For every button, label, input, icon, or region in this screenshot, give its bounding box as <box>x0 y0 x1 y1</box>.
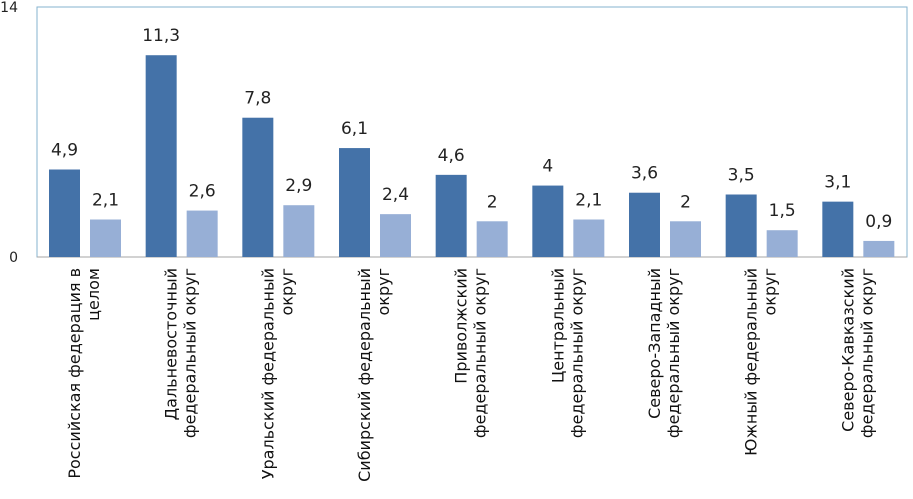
x-category-label: Центральный федеральный округ <box>548 268 586 438</box>
x-category-label-line: Дальневосточный <box>162 268 181 420</box>
bar-series-2 <box>186 210 218 257</box>
y-tick-label: 14 <box>0 0 18 16</box>
y-tick-label: 0 <box>9 250 18 266</box>
bar-data-label: 11,3 <box>142 26 180 46</box>
bar-series-1 <box>532 185 564 257</box>
x-category-label: Уральский федеральный округ <box>258 268 296 479</box>
bar-data-label: 2,4 <box>382 185 409 205</box>
bar-data-label: 2 <box>680 192 691 212</box>
bar-series-1 <box>242 117 274 257</box>
x-category-label-line: федеральный округ <box>181 268 200 438</box>
x-category-label-line: федеральный округ <box>664 268 683 438</box>
bar-data-label: 0,9 <box>865 212 892 232</box>
x-category-label-line: Приволжский <box>452 268 471 384</box>
x-category-label-line: Южный федеральный <box>742 268 761 456</box>
bar-data-label: 3,5 <box>728 166 755 186</box>
x-category-label: Приволжский федеральный округ <box>452 268 490 438</box>
bar-data-label: 4 <box>542 157 553 177</box>
bar-series-2 <box>283 205 315 257</box>
x-category-label-line: федеральный округ <box>857 268 876 438</box>
bar-series-1 <box>725 194 757 257</box>
x-category-label-line: Уральский федеральный <box>258 268 277 479</box>
bar-data-label: 2,6 <box>189 182 216 202</box>
x-category-label-line: целом <box>84 268 103 321</box>
x-category-label-line: федеральный округ <box>471 268 490 438</box>
x-category-label-line: Северо-Западный <box>645 268 664 419</box>
x-category-label: Сибирский федеральный округ <box>355 268 393 482</box>
bar-data-label: 4,9 <box>51 141 78 161</box>
bar-data-label: 3,1 <box>824 173 851 193</box>
bar-series-1 <box>629 192 660 257</box>
bar-data-label: 3,6 <box>631 164 658 184</box>
x-category-label-line: Северо-Кавказский <box>838 268 857 432</box>
bar-series-2 <box>380 214 411 257</box>
x-category-label-line: Российская федерация в <box>65 268 84 479</box>
x-category-label-line: федеральный округ <box>567 268 586 438</box>
bar-data-label: 2,1 <box>575 191 602 211</box>
bar-series-2 <box>766 230 798 257</box>
x-category-label-line: Центральный <box>548 268 567 383</box>
bar-series-1 <box>49 169 80 257</box>
bar-data-label: 1,5 <box>769 201 796 221</box>
bar-series-2 <box>476 221 508 257</box>
x-category-label-line: округ <box>374 268 393 315</box>
bar-series-2 <box>863 240 895 257</box>
x-category-label: Северо-Кавказский федеральный округ <box>838 268 876 438</box>
x-category-label: Северо-Западный федеральный округ <box>645 268 683 438</box>
x-category-label-line: округ <box>277 268 296 315</box>
bar-series-2 <box>90 219 121 257</box>
bar-data-label: 2,1 <box>92 191 119 211</box>
x-category-label-line: Сибирский федеральный <box>355 268 374 482</box>
bar-data-label: 4,6 <box>438 146 465 166</box>
x-category-label-line: округ <box>761 268 780 315</box>
x-category-label: Южный федеральный округ <box>742 268 780 456</box>
bar-data-label: 6,1 <box>341 119 368 139</box>
bar-series-1 <box>435 174 467 257</box>
bar-data-label: 2 <box>487 192 498 212</box>
bar-data-label: 2,9 <box>285 176 312 196</box>
x-category-label: Дальневосточный федеральный округ <box>162 268 200 438</box>
bar-series-1 <box>339 148 370 257</box>
bar-series-2 <box>573 219 605 257</box>
bar-series-1 <box>145 55 177 257</box>
bar-series-2 <box>670 221 701 257</box>
bar-data-label: 7,8 <box>244 89 271 109</box>
x-category-label: Российская федерация в целом <box>65 268 103 479</box>
bar-series-1 <box>822 201 854 257</box>
